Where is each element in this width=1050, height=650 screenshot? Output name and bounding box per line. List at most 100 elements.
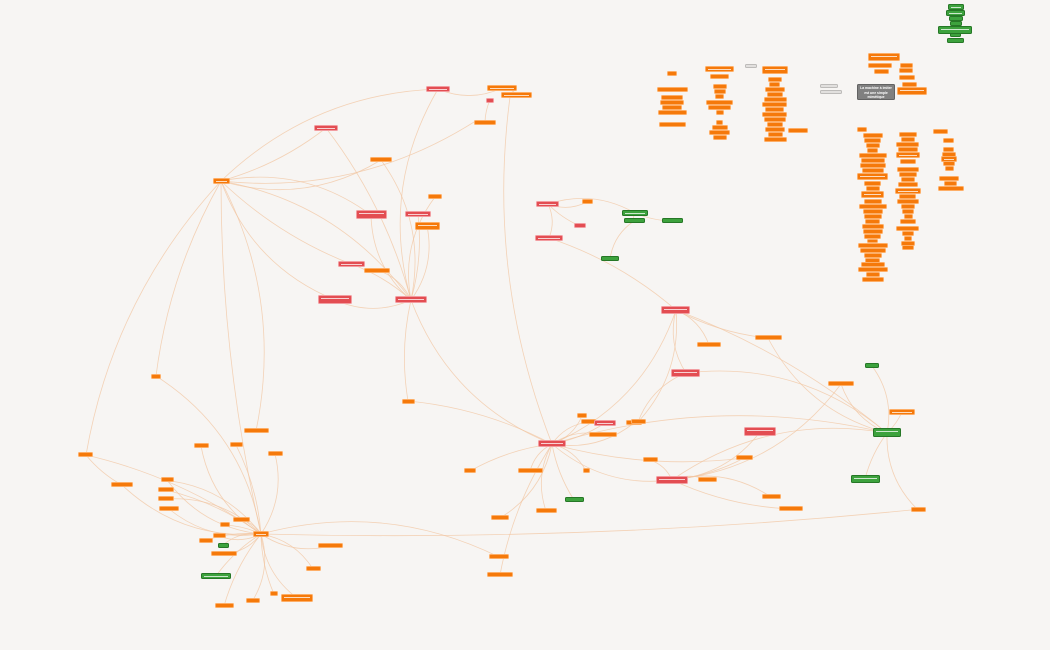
graph-node[interactable] xyxy=(899,68,913,73)
graph-node[interactable] xyxy=(762,494,781,499)
graph-node[interactable] xyxy=(158,496,174,501)
graph-node[interactable] xyxy=(860,163,886,168)
graph-node[interactable] xyxy=(901,204,915,209)
graph-node[interactable] xyxy=(158,487,174,492)
graph-node[interactable] xyxy=(281,594,313,602)
graph-node[interactable] xyxy=(828,381,854,386)
graph-node[interactable] xyxy=(714,89,726,94)
graph-node[interactable] xyxy=(900,159,916,164)
graph-node[interactable] xyxy=(762,66,788,74)
graph-node[interactable] xyxy=(896,226,919,231)
graph-node[interactable] xyxy=(868,53,900,61)
graph-node[interactable] xyxy=(487,85,517,91)
graph-node[interactable] xyxy=(402,399,415,404)
graph-node[interactable] xyxy=(755,335,782,340)
graph-node[interactable] xyxy=(159,506,179,511)
graph-node[interactable] xyxy=(667,71,677,76)
graph-node[interactable] xyxy=(864,234,881,239)
graph-node[interactable] xyxy=(698,477,717,482)
graph-node[interactable] xyxy=(710,74,729,79)
graph-node[interactable] xyxy=(536,201,559,207)
graph-node[interactable] xyxy=(199,538,213,543)
graph-node[interactable] xyxy=(338,261,365,267)
graph-node[interactable] xyxy=(211,551,237,556)
graph-node[interactable] xyxy=(900,63,913,68)
graph-node[interactable] xyxy=(861,262,885,267)
graph-node[interactable] xyxy=(486,98,494,103)
graph-node[interactable] xyxy=(489,554,509,559)
graph-node[interactable] xyxy=(491,515,509,520)
graph-node[interactable] xyxy=(215,603,234,608)
graph-node[interactable] xyxy=(866,143,880,148)
graph-node[interactable] xyxy=(864,199,882,204)
graph-node[interactable] xyxy=(736,455,753,460)
graph-node[interactable] xyxy=(712,125,728,130)
graph-node[interactable] xyxy=(864,181,881,186)
graph-node[interactable] xyxy=(933,129,948,134)
graph-node[interactable] xyxy=(765,87,785,92)
graph-node[interactable] xyxy=(583,468,590,473)
graph-node[interactable] xyxy=(658,110,687,115)
graph-node[interactable] xyxy=(864,214,882,219)
graph-node[interactable] xyxy=(574,223,586,228)
graph-node[interactable] xyxy=(764,117,786,122)
graph-node[interactable] xyxy=(518,468,543,473)
graph-node[interactable] xyxy=(898,182,918,187)
graph-node[interactable] xyxy=(713,84,727,89)
graph-node[interactable] xyxy=(865,219,880,224)
graph-node[interactable] xyxy=(708,105,731,110)
graph-node[interactable] xyxy=(705,66,734,72)
graph-node[interactable] xyxy=(582,199,593,204)
graph-node[interactable] xyxy=(762,112,787,117)
graph-node[interactable] xyxy=(656,476,688,484)
graph-node[interactable] xyxy=(535,235,563,241)
graph-node[interactable] xyxy=(820,84,838,88)
graph-node[interactable] xyxy=(474,120,496,125)
graph-node[interactable] xyxy=(356,210,387,219)
graph-node[interactable] xyxy=(464,468,476,473)
graph-node[interactable] xyxy=(577,413,587,418)
graph-node[interactable] xyxy=(864,253,882,258)
graph-node[interactable] xyxy=(820,90,842,94)
graph-node[interactable] xyxy=(866,272,880,277)
graph-node[interactable] xyxy=(863,209,883,214)
graph-node[interactable] xyxy=(859,153,887,158)
graph-node[interactable] xyxy=(904,236,912,241)
graph-node[interactable] xyxy=(764,97,787,102)
graph-node[interactable] xyxy=(662,105,682,110)
graph-node[interactable] xyxy=(428,194,442,199)
graph-node[interactable] xyxy=(873,428,901,437)
graph-node[interactable] xyxy=(78,452,93,457)
graph-node[interactable] xyxy=(902,209,914,214)
graph-node[interactable] xyxy=(899,75,915,80)
graph-node[interactable] xyxy=(896,142,919,147)
graph-node[interactable] xyxy=(220,522,230,527)
graph-node[interactable] xyxy=(862,168,884,173)
graph-node[interactable] xyxy=(213,533,226,538)
graph-node[interactable] xyxy=(938,186,964,191)
graph-node[interactable] xyxy=(662,218,683,223)
graph-node[interactable] xyxy=(944,181,957,186)
graph-node[interactable] xyxy=(601,256,619,261)
graph-node[interactable] xyxy=(863,229,883,234)
graph-node[interactable] xyxy=(898,147,918,152)
graph-node[interactable] xyxy=(896,152,920,158)
graph-node[interactable] xyxy=(779,506,803,511)
graph-node[interactable] xyxy=(865,363,879,368)
graph-node[interactable] xyxy=(709,130,730,135)
graph-node[interactable] xyxy=(744,427,776,436)
graph-node[interactable] xyxy=(949,16,963,21)
graph-node[interactable] xyxy=(764,137,787,142)
graph-node[interactable] xyxy=(768,132,783,137)
graph-node[interactable] xyxy=(661,95,683,100)
graph-node[interactable] xyxy=(943,147,954,152)
graph-node[interactable] xyxy=(858,267,888,272)
graph-node[interactable] xyxy=(314,125,338,131)
graph-node[interactable] xyxy=(867,148,878,153)
graph-node[interactable] xyxy=(859,204,887,209)
graph-node[interactable] xyxy=(947,38,964,43)
graph-node[interactable] xyxy=(868,63,892,68)
graph-node[interactable] xyxy=(538,440,566,447)
graph-node[interactable] xyxy=(715,94,724,99)
